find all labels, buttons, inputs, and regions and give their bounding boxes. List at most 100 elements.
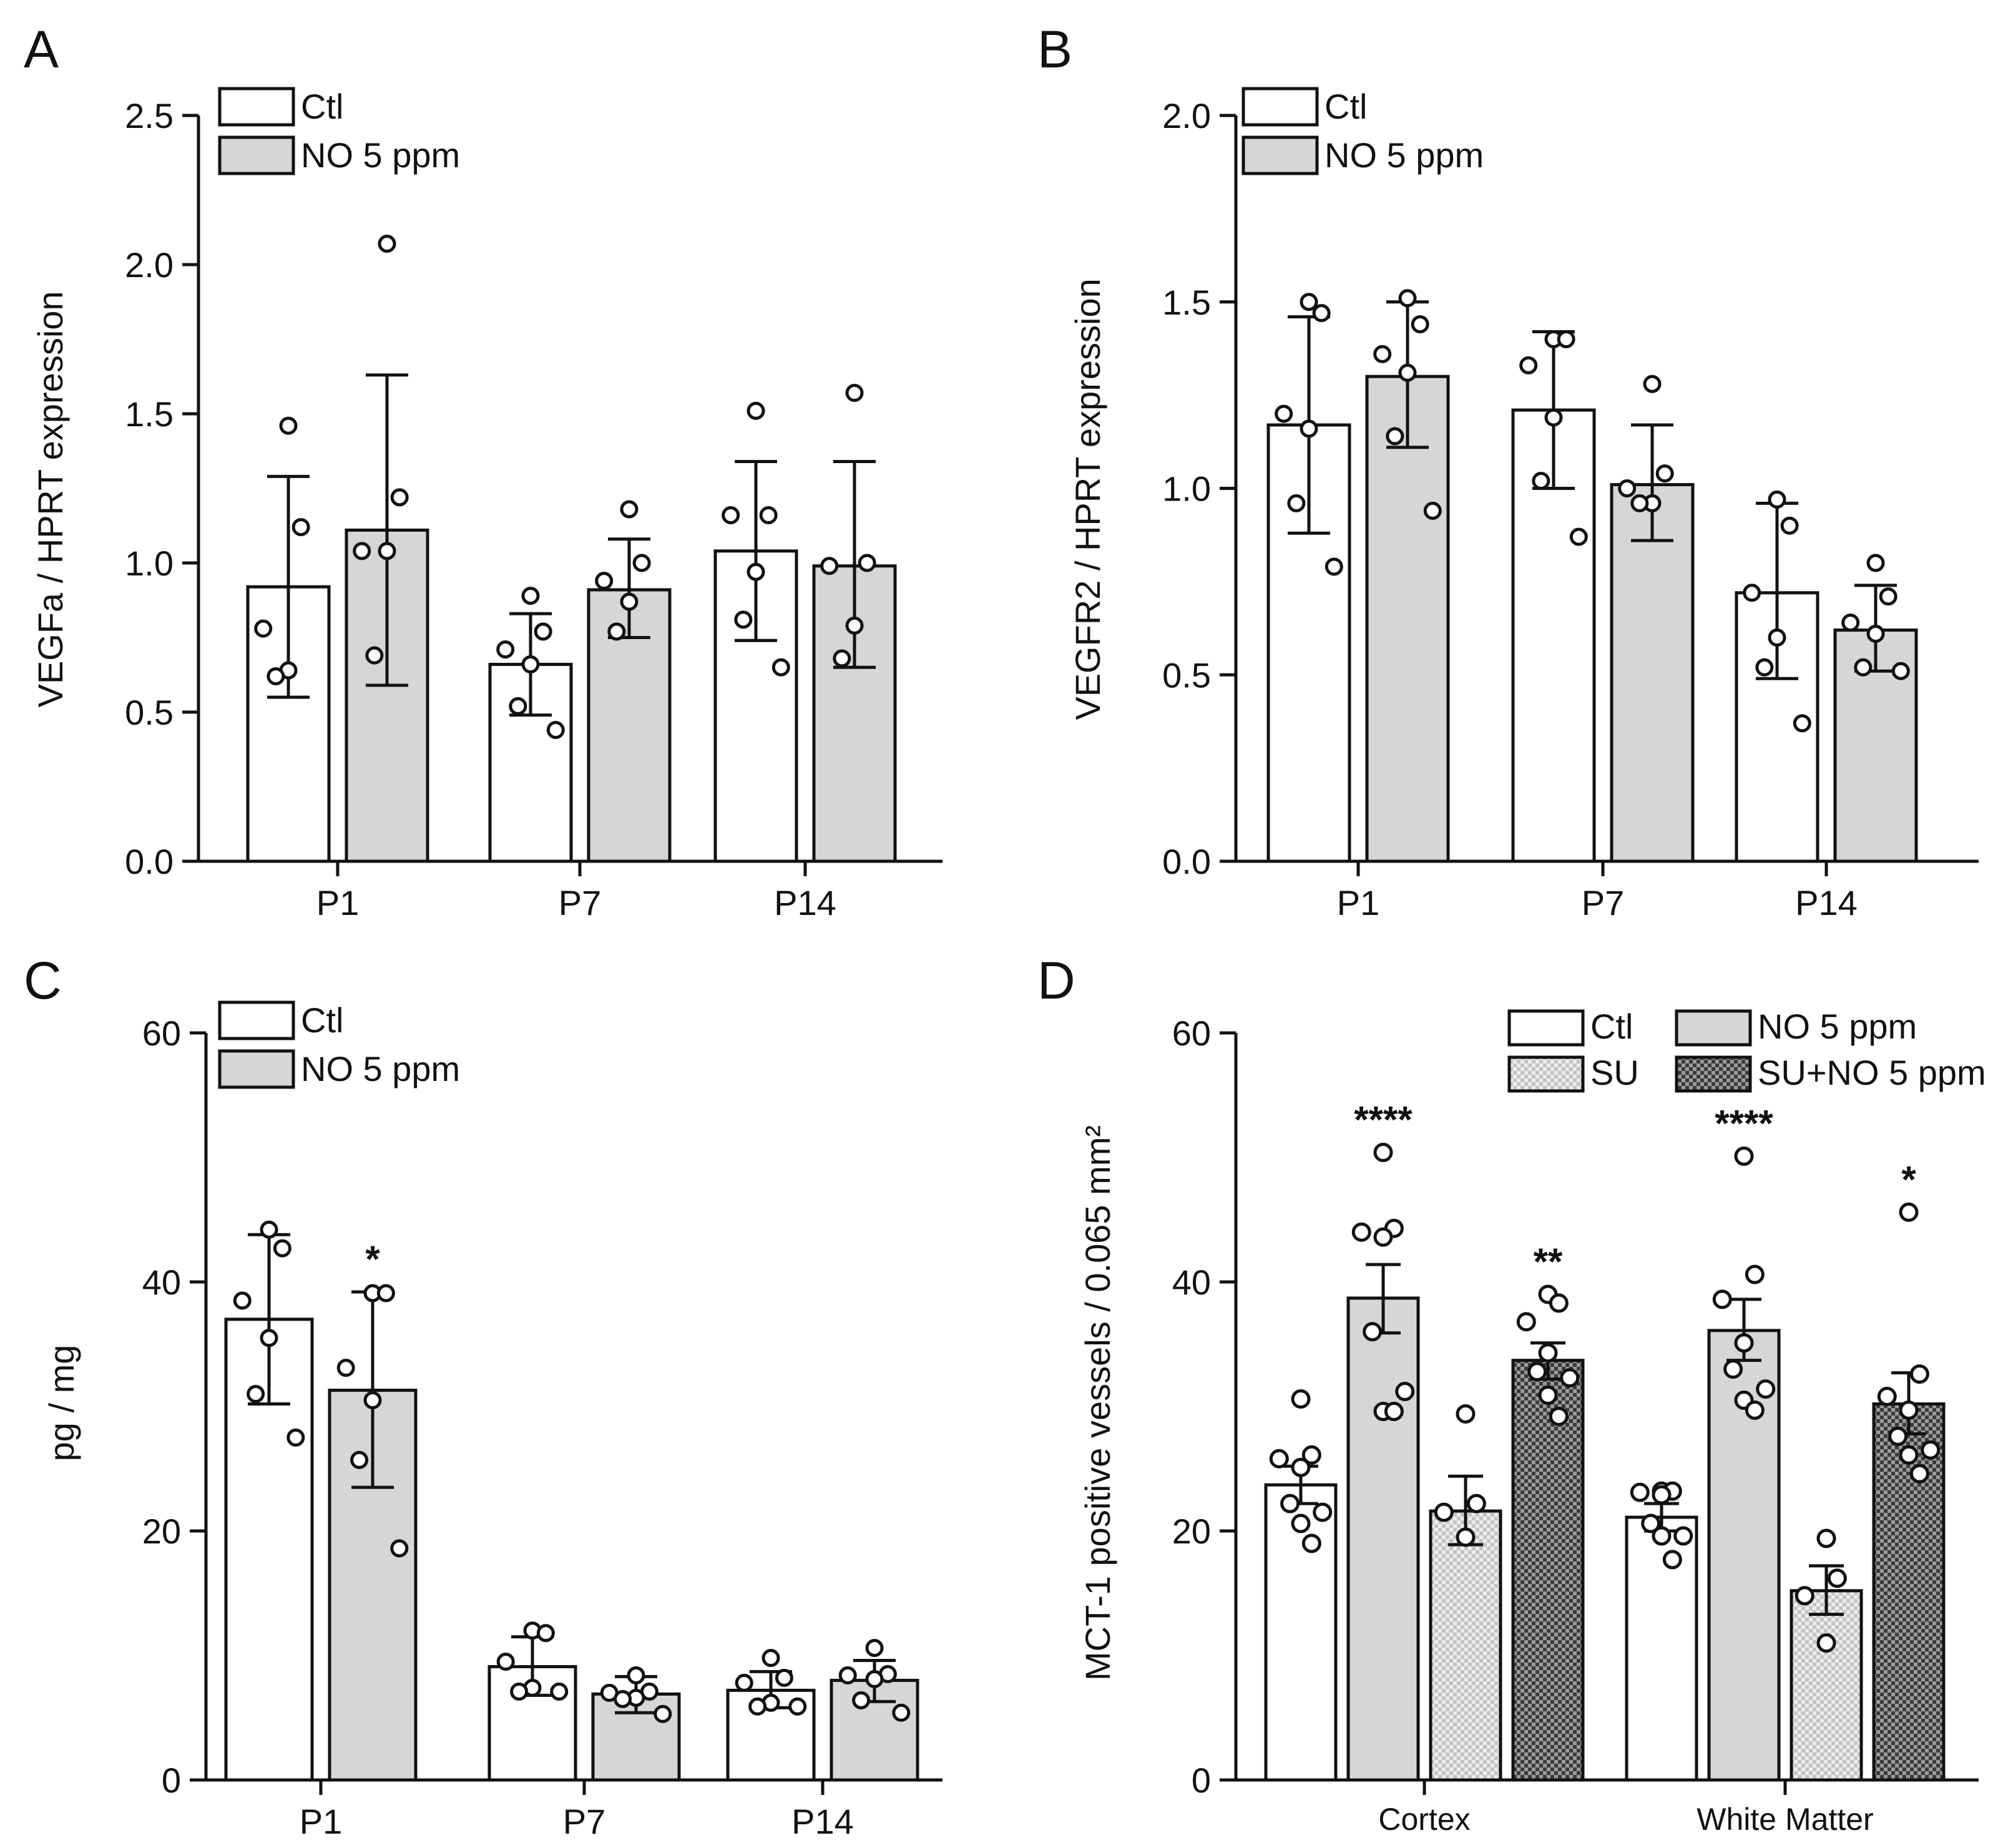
bar — [345, 528, 429, 863]
data-point — [1745, 1400, 1765, 1420]
data-point — [509, 697, 527, 715]
y-tick-label: 0.5 — [125, 693, 174, 732]
significance-label: **** — [1354, 1099, 1413, 1141]
legend-label: Ctl — [1590, 1007, 1633, 1046]
data-point — [1827, 1568, 1847, 1588]
x-tick-label: P7 — [563, 1802, 606, 1841]
panel-a-chart: A 0.0 0.5 1.0 1.5 2.0 2.5 P1 P7 P14 VEGFa / HPRT… — [24, 20, 943, 922]
data-point — [1287, 494, 1306, 512]
data-point — [1544, 408, 1563, 427]
legend-label: NO 5 ppm — [301, 135, 460, 175]
y-tick-label: 1.0 — [1162, 469, 1211, 509]
y-tick-label: 60 — [1172, 1014, 1211, 1053]
data-point — [291, 518, 310, 537]
data-point — [1734, 1146, 1754, 1166]
data-point — [761, 1648, 780, 1667]
data-point — [1386, 427, 1404, 446]
significance-label: * — [365, 1238, 380, 1280]
legend-swatch — [218, 87, 295, 127]
y-tick-label: 1.5 — [1162, 283, 1211, 322]
y-tick-label: 0.0 — [125, 842, 174, 881]
data-point — [378, 235, 396, 253]
bar — [1625, 1515, 1698, 1782]
data-point — [1300, 293, 1318, 311]
data-point — [1312, 304, 1331, 323]
bar — [1511, 1359, 1585, 1782]
panel-letter: A — [24, 20, 59, 79]
y-tick-label: 0.5 — [1162, 655, 1211, 695]
data-point — [1641, 1513, 1661, 1533]
data-point — [521, 655, 540, 674]
data-point — [620, 500, 639, 519]
data-point — [1899, 1202, 1919, 1222]
data-point — [1755, 658, 1774, 677]
legend-swatch — [218, 135, 295, 175]
data-point — [1384, 1401, 1404, 1421]
data-point — [1618, 479, 1637, 497]
significance-label: **** — [1715, 1103, 1773, 1145]
legend-swatch — [218, 1000, 295, 1040]
data-point — [1398, 363, 1417, 382]
data-point — [1325, 557, 1343, 576]
data-point — [1745, 1264, 1765, 1284]
data-point — [378, 542, 396, 560]
legend-label: Ctl — [1325, 87, 1367, 126]
data-point — [1888, 1426, 1908, 1446]
legend-swatch — [1507, 1055, 1585, 1093]
data-point — [607, 622, 626, 641]
data-point — [1291, 1457, 1311, 1477]
y-axis-label: pg / mg — [42, 1345, 81, 1462]
data-point — [1899, 1445, 1919, 1465]
data-point — [1768, 628, 1786, 647]
data-point — [1301, 1445, 1321, 1465]
y-tick-label: 60 — [142, 1014, 181, 1053]
bar — [1346, 1296, 1420, 1782]
data-point — [1527, 1362, 1547, 1382]
data-point — [771, 658, 790, 677]
y-tick-label: 0.0 — [1162, 842, 1211, 881]
data-point — [536, 1624, 555, 1643]
data-point — [1866, 625, 1885, 643]
data-point — [1456, 1527, 1476, 1547]
data-point — [1723, 1359, 1743, 1379]
data-point — [1456, 1404, 1476, 1424]
y-tick-label: 2.5 — [125, 96, 174, 135]
data-point — [1909, 1464, 1929, 1484]
legend-swatch — [218, 1049, 295, 1089]
data-point — [1630, 494, 1649, 512]
data-point — [1291, 1513, 1311, 1533]
data-point — [614, 1689, 632, 1708]
y-axis-label: MCT-1 positive vessels / 0.065 mm² — [1078, 1125, 1117, 1681]
y-tick-label: 0 — [162, 1761, 181, 1800]
data-point — [1816, 1633, 1836, 1653]
data-point — [1630, 1482, 1650, 1502]
data-point — [1866, 554, 1885, 572]
data-point — [1300, 419, 1318, 438]
data-point — [1549, 1406, 1569, 1426]
data-point — [1768, 490, 1786, 509]
data-point — [1398, 289, 1417, 308]
data-point — [546, 721, 565, 740]
data-point — [627, 1666, 645, 1684]
data-point — [1662, 1550, 1682, 1570]
data-point — [1373, 345, 1392, 363]
bar — [1610, 483, 1695, 863]
significance-label: * — [1901, 1158, 1916, 1200]
data-point — [722, 506, 740, 525]
x-tick-label: White Matter — [1697, 1802, 1873, 1837]
data-point — [1519, 356, 1538, 374]
data-point — [1921, 1440, 1941, 1460]
data-point — [759, 506, 778, 525]
data-point — [1532, 472, 1550, 491]
panel-letter: C — [24, 951, 62, 1010]
data-point — [1877, 1387, 1897, 1407]
data-point — [350, 1450, 369, 1469]
data-point — [1841, 614, 1860, 632]
data-point — [595, 572, 614, 590]
data-point — [1560, 1368, 1580, 1388]
panel-letter: D — [1037, 951, 1075, 1010]
data-point — [260, 1220, 278, 1239]
panel-b-chart: B 0.0 0.5 1.0 1.5 2.0 P1 P7 P14 VEGFR2 / HPRT e… — [1037, 20, 1979, 922]
data-point — [734, 610, 753, 629]
